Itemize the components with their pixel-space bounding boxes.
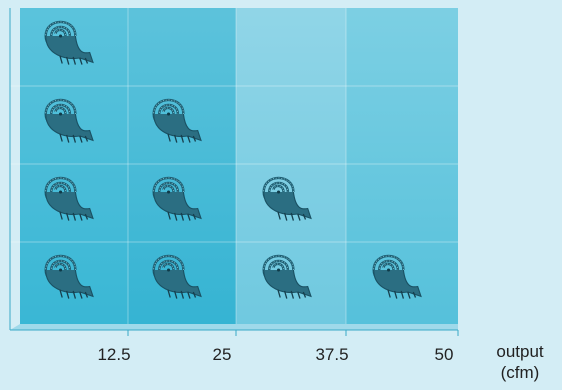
column-shade-4 [346, 8, 458, 324]
gridlines [10, 8, 458, 324]
column-shade-2 [128, 8, 236, 324]
x-axis-label-line2: (cfm) [501, 363, 540, 382]
x-tick-label: 25 [213, 345, 232, 364]
x-tick-label: 50 [435, 345, 454, 364]
x-ticks: 12.5 25 37.5 50 [97, 330, 459, 364]
column-shade-3 [236, 8, 346, 324]
x-tick-label: 37.5 [315, 345, 348, 364]
column-shade-1 [20, 8, 128, 324]
x-tick-label: 12.5 [97, 345, 130, 364]
x-axis-label-line1: output [496, 342, 544, 361]
x-axis-floor [10, 324, 458, 330]
